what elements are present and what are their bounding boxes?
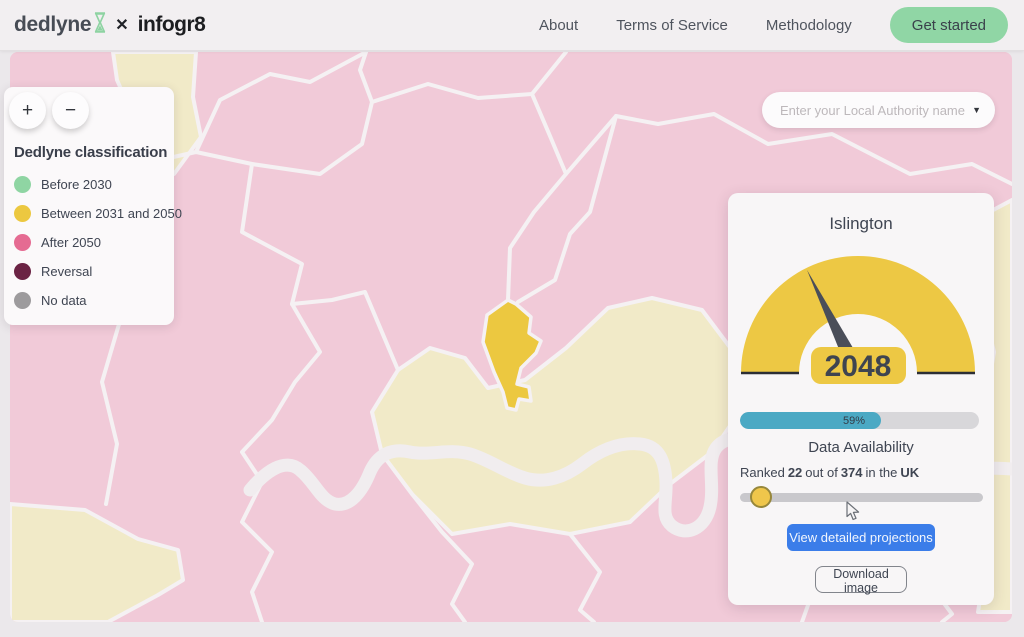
nav-links: About Terms of Service Methodology xyxy=(539,17,852,34)
rank-text: Ranked 22 out of 374 in the UK xyxy=(740,465,922,480)
chevron-down-icon[interactable]: ▼ xyxy=(972,105,981,115)
legend-swatch xyxy=(14,176,31,193)
availability-bar: 59% xyxy=(740,412,979,429)
hourglass-icon xyxy=(93,12,107,38)
availability-bar-fill: 59% xyxy=(740,412,881,429)
legend-item: After 2050 xyxy=(14,228,169,257)
nav-right: About Terms of Service Methodology Get sta… xyxy=(539,7,1008,43)
navbar: dedlyne ✕ infogr8 About Terms of Service M… xyxy=(0,0,1024,51)
legend-items: Before 2030 Between 2031 and 2050 After 20… xyxy=(14,170,182,315)
nav-link[interactable]: Methodology xyxy=(765,16,852,34)
rank-region: UK xyxy=(900,465,920,480)
legend-label: After 2050 xyxy=(41,235,101,250)
rank-value: 22 xyxy=(787,465,803,480)
legend-swatch xyxy=(14,292,31,309)
brand: dedlyne ✕ infogr8 xyxy=(14,12,206,38)
dedlyne-logo[interactable]: dedlyne xyxy=(14,13,92,36)
map-region[interactable] xyxy=(10,502,185,622)
year-slider-track[interactable] xyxy=(740,486,983,508)
year-slider-handle[interactable] xyxy=(750,486,772,508)
nav-link[interactable]: About xyxy=(538,16,579,34)
legend-label: Before 2030 xyxy=(41,177,112,192)
search-placeholder: Enter your Local Authority name xyxy=(780,102,965,118)
view-projections-button[interactable]: View detailed projections xyxy=(787,524,935,551)
map-region-islington[interactable] xyxy=(481,298,543,412)
gauge-value: 2048 xyxy=(825,350,892,383)
infogr8-logo[interactable]: infogr8 xyxy=(137,13,206,36)
legend-card: + − Dedlyne classification Before 2030 Be… xyxy=(4,87,182,325)
map-zoom-in-button[interactable]: + xyxy=(9,92,46,129)
legend-label: Between 2031 and 2050 xyxy=(41,206,182,221)
legend-label: Reversal xyxy=(41,264,93,279)
availability-percent: 59% xyxy=(842,414,865,427)
local-authority-search[interactable]: Enter your Local Authority name ▼ xyxy=(762,92,995,128)
map-zoom-out-button[interactable]: − xyxy=(52,92,89,129)
get-started-button[interactable]: Get started xyxy=(889,7,1008,43)
gauge-arc xyxy=(741,256,975,373)
legend-item: Before 2030 xyxy=(14,170,169,199)
availability-label: Data Availability xyxy=(808,439,914,456)
rank-total: 374 xyxy=(840,465,863,480)
legend-swatch xyxy=(14,263,31,280)
legend-item: No data xyxy=(14,286,169,315)
legend-item: Reversal xyxy=(14,257,169,286)
panel-title: Islington xyxy=(829,214,893,233)
legend-label: No data xyxy=(41,293,87,308)
brand-separator-icon: ✕ xyxy=(115,17,129,34)
rank-prefix: Ranked xyxy=(740,465,785,480)
legend-item: Between 2031 and 2050 xyxy=(14,199,182,228)
rank-suffix: in the xyxy=(865,465,898,480)
legend-swatch xyxy=(14,205,31,222)
deadline-gauge: 2048 xyxy=(741,256,975,384)
rank-middle: out of xyxy=(805,465,838,480)
download-image-button[interactable]: Download image xyxy=(815,566,907,595)
detail-panel: Islington 2048 59% Data Availability Ran… xyxy=(728,193,994,605)
gauge-value-badge xyxy=(811,347,906,384)
nav-link[interactable]: Terms of Service xyxy=(616,16,728,34)
legend-swatch xyxy=(14,234,31,251)
legend-title: Dedlyne classification xyxy=(14,144,168,161)
